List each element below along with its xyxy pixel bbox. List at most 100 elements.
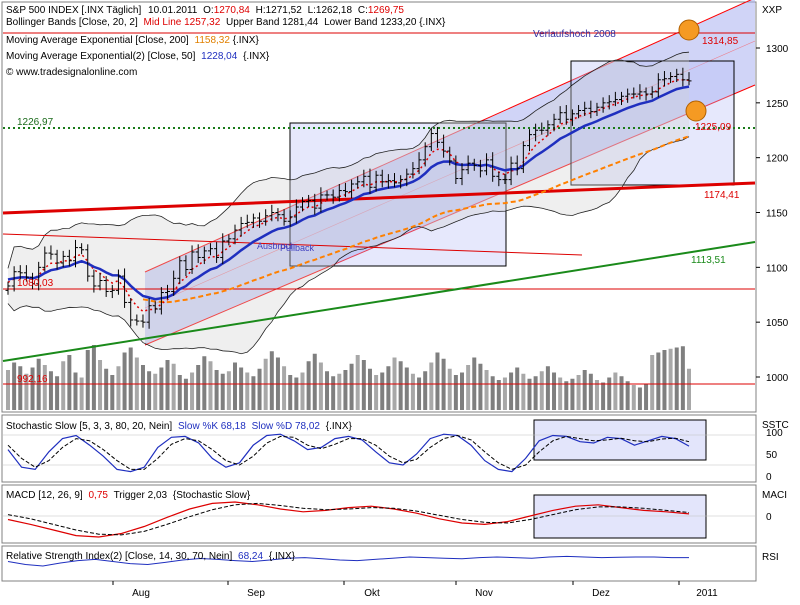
volume-bar — [110, 375, 115, 410]
channel-upper-line — [144, 0, 752, 273]
label-1080: 1080,03 — [17, 278, 54, 289]
macd-legend: MACD [12, 26, 9] 0,75 Trigger 2,03 {Stoc… — [6, 490, 251, 501]
macd-axis-label: MACI — [762, 490, 787, 501]
volume-bar — [190, 372, 195, 410]
volume-bar — [687, 368, 691, 410]
volume-bar — [410, 373, 415, 410]
y-tick-label: 1300 — [766, 44, 789, 55]
macd-title: MACD [12, 26, 9] — [6, 490, 83, 501]
volume-bar — [601, 382, 606, 410]
volume-bar — [208, 361, 213, 410]
ema-200-line — [142, 135, 690, 304]
volume-bar — [367, 368, 372, 410]
volume-bar — [73, 372, 78, 410]
volume-bar — [582, 370, 587, 410]
ohlc-open: 1270,84 — [214, 5, 251, 16]
volume-bar — [147, 371, 152, 410]
volume-bar — [613, 372, 618, 410]
ema-50-line — [7, 85, 690, 301]
volume-bar — [61, 361, 66, 410]
volume-bar — [55, 376, 60, 410]
stoch-axis-label: SSTC — [762, 420, 789, 431]
volume-bar — [478, 363, 483, 410]
volume-bar — [619, 376, 624, 410]
ema200-suffix: {.INX} — [233, 35, 260, 46]
ema50-legend: Moving Average Exponential(2) [Close, 50… — [6, 51, 270, 62]
volume-bar — [171, 363, 176, 410]
ema200-value: 1158,32 — [195, 35, 231, 46]
rsi-value: 68,24 — [238, 551, 263, 562]
volume-bar — [325, 371, 330, 410]
copyright: © www.tradesignalonline.com — [6, 67, 137, 78]
x-tick-label: 2011 — [696, 588, 718, 599]
signal-circle-top — [678, 19, 700, 41]
volume-bar — [337, 373, 342, 410]
volume-bar — [552, 372, 557, 410]
bollinger-mid-line — [7, 79, 690, 313]
volume-bar — [460, 372, 464, 410]
volume-bar — [386, 366, 391, 410]
volume-bar — [527, 378, 532, 410]
ema50-suffix: {.INX} — [243, 51, 270, 62]
volume-bar — [257, 368, 262, 410]
volume-bar — [226, 371, 231, 410]
volume-bar — [423, 371, 428, 410]
y-tick-label: 1250 — [766, 99, 789, 110]
volume-bar — [650, 355, 655, 410]
stoch-title: Stochastic Slow [5, 3, 3, 80, 20, Nein] — [6, 421, 172, 432]
stoch-suffix: {.INX} — [326, 421, 353, 432]
bollinger-mid: Mid Line 1257,32 — [144, 17, 221, 28]
volume-bar — [269, 351, 274, 410]
ohlc-high: 1271,52 — [266, 5, 303, 16]
volume-bar — [607, 377, 612, 410]
volume-bar — [502, 377, 507, 410]
volume-bar — [196, 365, 201, 410]
ema50-prefix: Moving Average Exponential(2) [Close, 50… — [6, 51, 196, 62]
stoch-tick-label: 0 — [766, 472, 772, 483]
volume-bar — [515, 367, 520, 410]
bollinger-legend: Bollinger Bands [Close, 20, 2] Mid Line … — [6, 17, 446, 28]
volume-bar — [509, 372, 514, 410]
volume-bar — [79, 377, 84, 410]
volume-bar — [67, 355, 72, 410]
label-1314: 1314,85 — [702, 36, 739, 47]
rsi-line — [7, 555, 689, 567]
breakout-line — [2, 233, 583, 256]
stoch-tick-label: 100 — [766, 428, 783, 439]
label-1226: 1226,97 — [17, 117, 54, 128]
volume-bar — [177, 375, 182, 410]
volume-bar — [417, 377, 422, 410]
volume-bar — [625, 381, 630, 410]
volume-bar — [644, 383, 649, 410]
ema200-legend: Moving Average Exponential [Close, 200] … — [6, 35, 259, 46]
volume-bar — [294, 377, 299, 410]
volume-bar — [331, 376, 336, 410]
price-y-axis: 1300 1250 1200 1150 1100 1050 1000 — [756, 44, 789, 384]
volume-bar — [374, 375, 379, 410]
y-tick-label: 1100 — [766, 263, 788, 274]
bollinger-prefix: Bollinger Bands [Close, 20, 2] — [6, 17, 138, 28]
chart-title-line: S&P 500 INDEX [.INX Täglich] 10.01.2011 … — [6, 5, 404, 16]
volume-bar — [85, 350, 90, 410]
x-tick-label: Dez — [592, 588, 610, 599]
volume-bar — [165, 360, 170, 410]
volume-bar — [570, 378, 575, 410]
volume-bar — [116, 366, 121, 410]
ohlc-close-label: C: — [358, 5, 368, 16]
volume-bar — [533, 376, 538, 410]
volume-bar — [588, 373, 593, 410]
trend-channel — [145, 0, 755, 345]
green-support-trendline — [2, 241, 756, 362]
volume-bar — [282, 366, 287, 410]
ohlc-open-label: O: — [203, 5, 214, 16]
label-1174: 1174,41 — [704, 190, 740, 201]
volume-bar — [558, 377, 563, 410]
volume-bar — [490, 376, 495, 410]
stoch-y-axis: 100 50 0 — [766, 428, 783, 483]
volume-bar — [343, 370, 348, 410]
volume-bar — [680, 346, 685, 410]
macd-trigger: Trigger 2,03 — [114, 490, 168, 501]
volume-bar — [312, 353, 317, 410]
x-tick-label: Nov — [475, 588, 493, 599]
